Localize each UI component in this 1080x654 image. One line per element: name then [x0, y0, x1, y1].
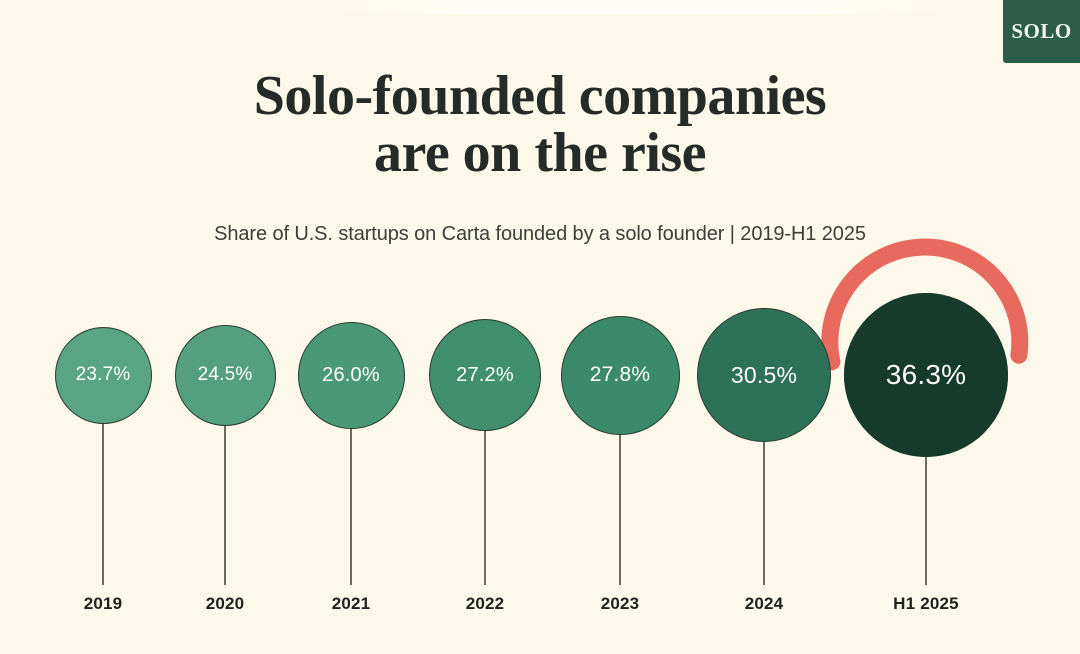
page-title: Solo-founded companies are on the rise: [0, 65, 1080, 185]
page-title-line-1: Solo-founded companies: [253, 65, 827, 127]
bubble-stem: [484, 429, 486, 585]
bubble-value-label: 30.5%: [730, 361, 798, 388]
bubble-2023[interactable]: 27.8%: [560, 315, 680, 435]
bubble-stem: [102, 421, 104, 585]
brand-logo-text: SOLO: [1011, 19, 1072, 43]
bubble-value-label: 27.8%: [589, 363, 651, 386]
x-axis-label-2021: 2021: [331, 594, 371, 613]
bubble-2020[interactable]: 24.5%: [174, 324, 276, 426]
bubble-value-label: 36.3%: [885, 359, 967, 390]
bubble-h1-2025-front[interactable]: 36.3%: [844, 293, 1008, 457]
page-title-line-2: are on the rise: [373, 122, 707, 185]
brand-logo: SOLO: [1003, 0, 1080, 63]
bubble-stem: [925, 455, 927, 585]
bubble-2024[interactable]: 30.5%: [697, 308, 831, 442]
x-axis-label-h1-2025: H1 2025: [893, 594, 959, 613]
bubble-stem: [763, 440, 765, 585]
bubble-value-label: 23.7%: [75, 364, 131, 385]
x-axis-label-2024: 2024: [744, 594, 784, 613]
bubble-value-label: 24.5%: [197, 364, 253, 385]
bubble-2022[interactable]: 27.2%: [429, 319, 541, 431]
bubble-stem: [350, 426, 352, 585]
bubble-value-label: 27.2%: [456, 363, 514, 386]
bubble-value-label: 26.0%: [322, 363, 380, 386]
bubble-2021[interactable]: 26.0%: [297, 321, 405, 429]
bubble-stem: [224, 423, 226, 585]
x-axis-label-2020: 2020: [205, 594, 245, 613]
x-axis-label-2023: 2023: [600, 594, 640, 613]
page-subtitle: Share of U.S. startups on Carta founded …: [214, 223, 866, 245]
bubble-stem: [619, 432, 621, 585]
x-axis-label-2019: 2019: [83, 594, 123, 613]
bubble-2019[interactable]: 23.7%: [54, 326, 152, 424]
x-axis-label-2022: 2022: [465, 594, 505, 613]
